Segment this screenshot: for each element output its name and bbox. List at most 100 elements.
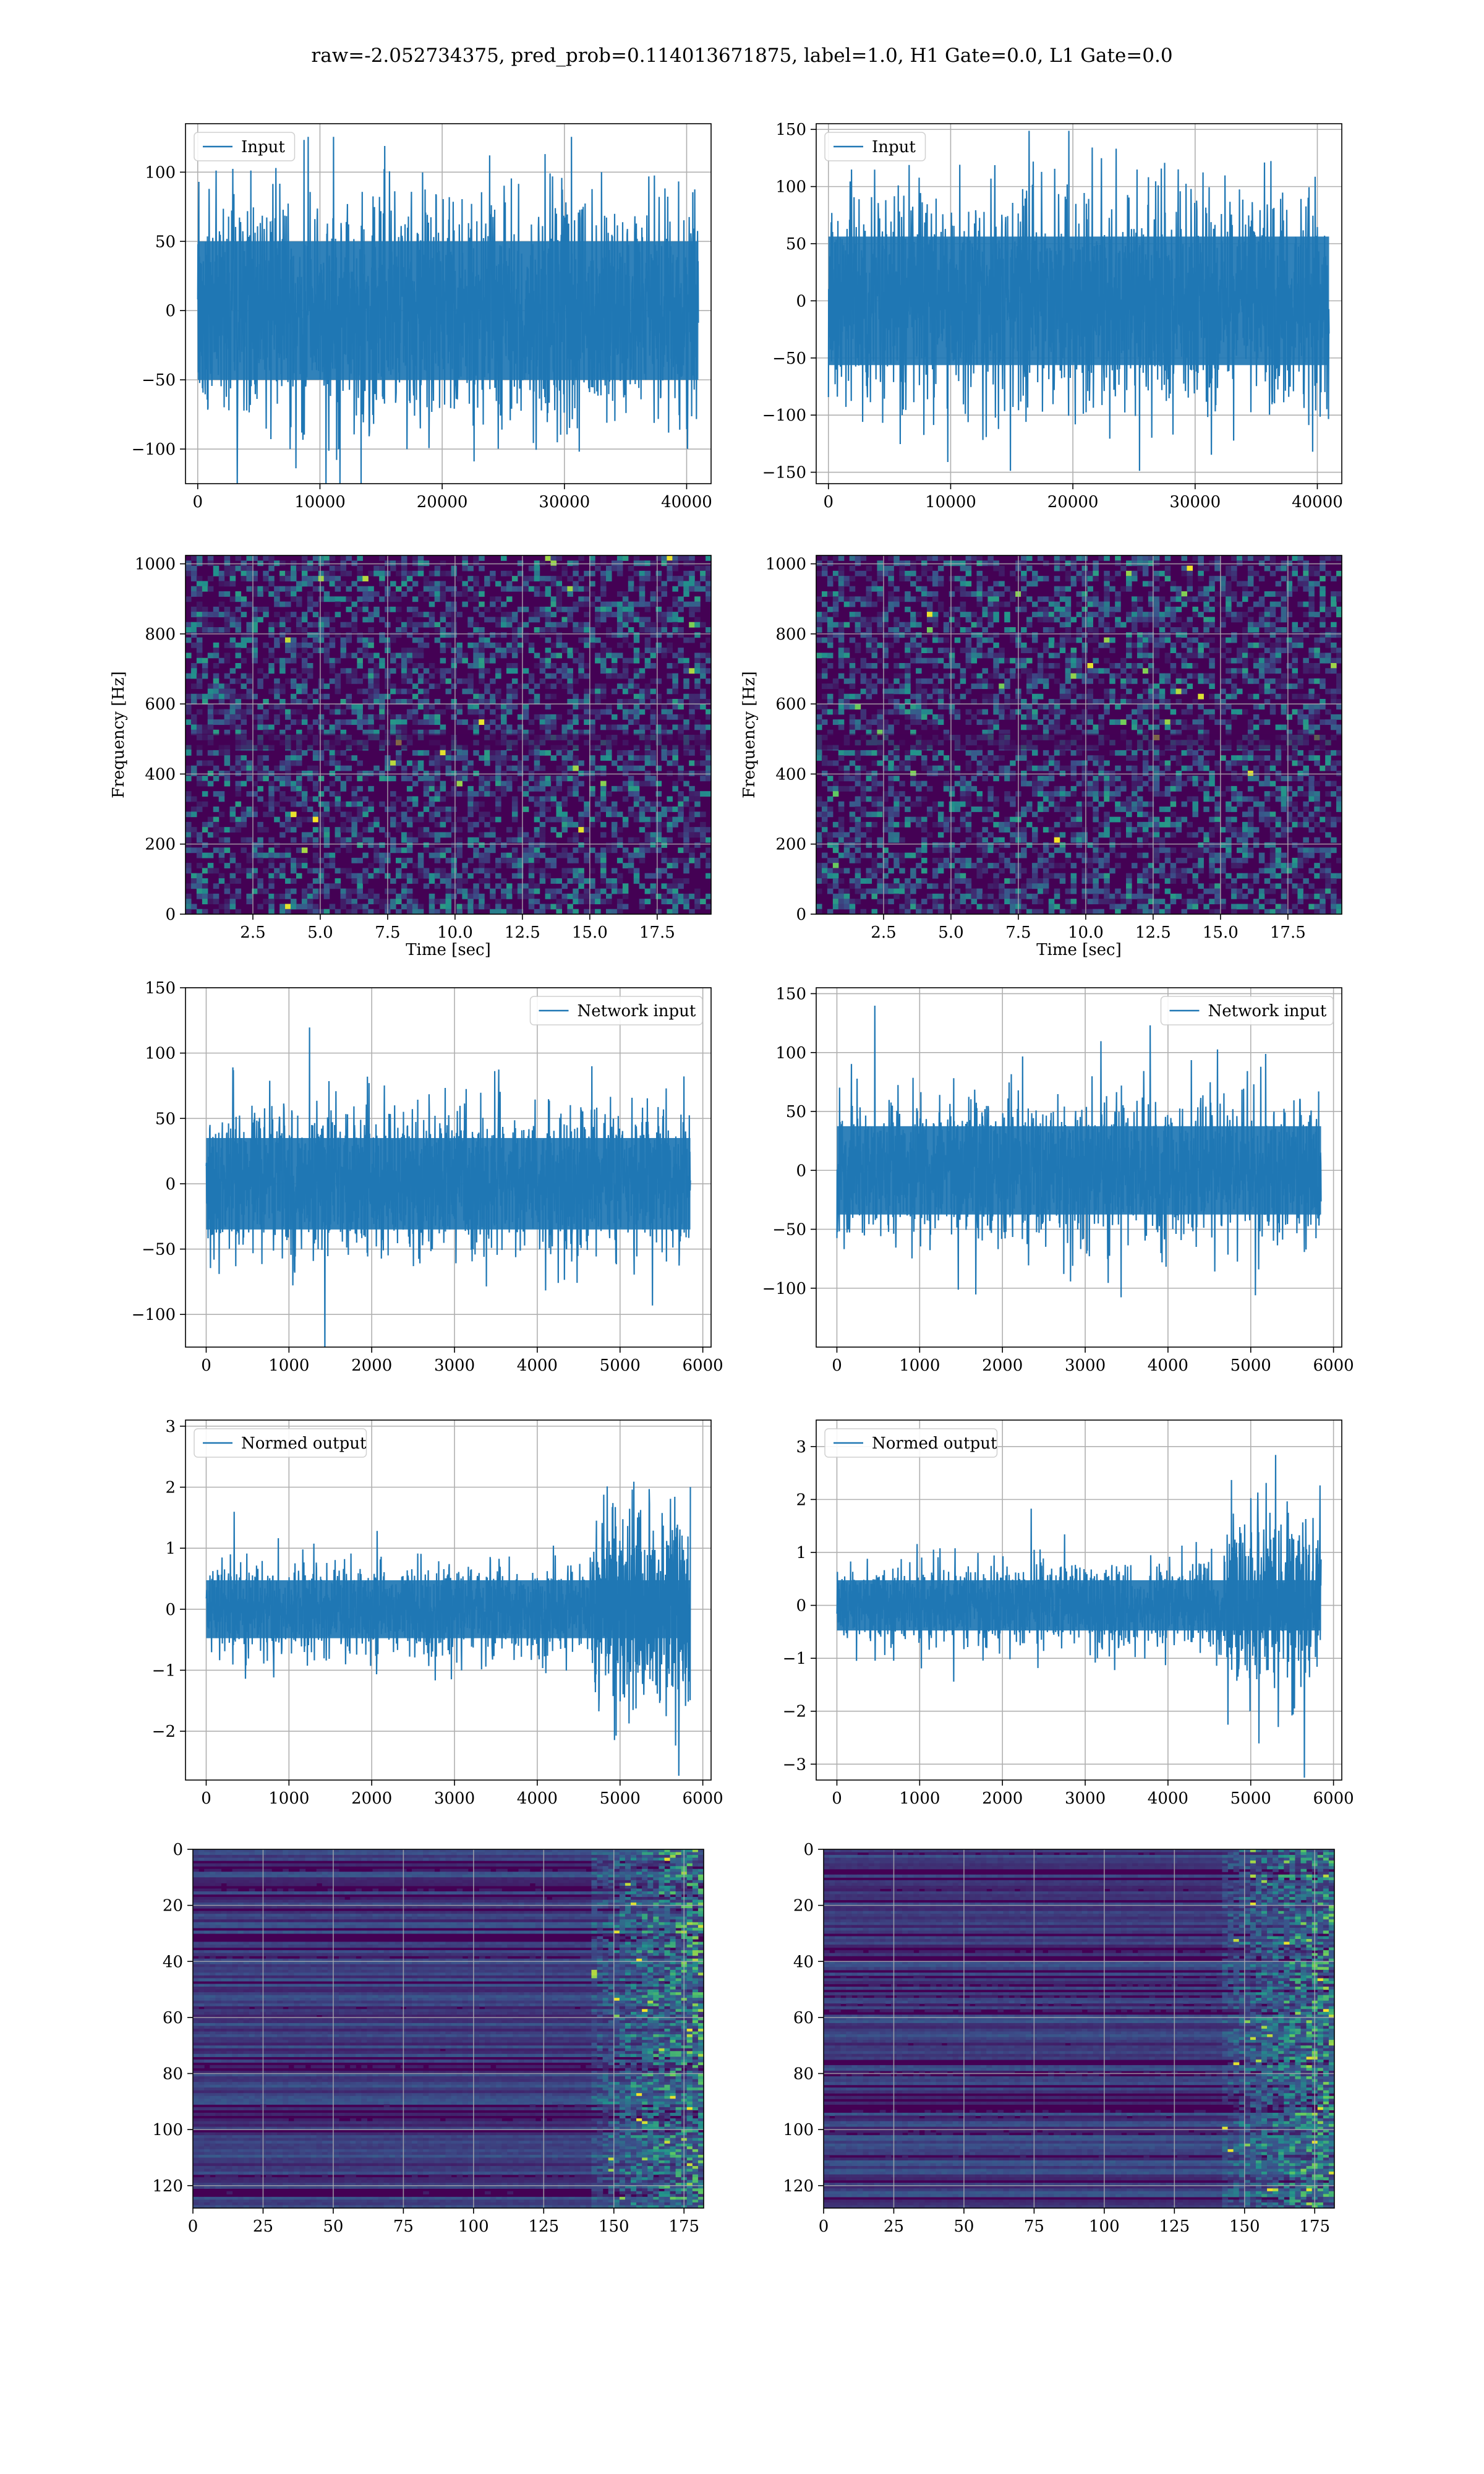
- x-tick-label: 0: [201, 1789, 211, 1808]
- axes-r1c2: 0 10000 20000 30000 40000 −150 −100 −50 0 50 100 15…: [762, 121, 1343, 511]
- y-axis-label: Frequency [Hz]: [109, 671, 128, 798]
- axes-frame: [816, 555, 1342, 915]
- axes-frame: [185, 555, 712, 915]
- y-tick-label: 400: [775, 765, 806, 784]
- legend: Input: [824, 132, 926, 161]
- x-tick-label: 125: [1159, 2217, 1190, 2236]
- y-tick-label: 1000: [135, 555, 176, 574]
- x-tick-label: 100: [458, 2217, 489, 2236]
- y-tick-label: 200: [775, 836, 806, 854]
- y-tick-label: 0: [796, 292, 806, 310]
- x-tick-label: 30000: [1169, 493, 1221, 511]
- legend-box: [824, 1428, 998, 1458]
- y-tick-label: −2: [783, 1703, 806, 1721]
- axes-container: 0 10000 20000 30000 40000−100−50050100Input0…: [109, 121, 1354, 2236]
- series-core-band: [837, 1580, 1321, 1631]
- y-tick-label: 1000: [765, 555, 806, 574]
- y-tick-label: 800: [775, 625, 806, 644]
- axes-r2c1: 2.5 5.0 7.5 10.0 12.5 15.0 17.5 0 200 400 600 800 10…: [109, 555, 712, 959]
- x-tick-label: 10.0: [1068, 923, 1104, 942]
- axes-frame: [823, 1849, 1335, 2209]
- y-tick-label: 0: [796, 905, 806, 924]
- x-tick-label: 10000: [294, 493, 346, 511]
- y-tick-label: 100: [783, 2121, 814, 2139]
- y-tick-label: 0: [165, 302, 176, 320]
- axes-r4c1: 0 1000 2000 3000 4000 5000 6000 −2 −1 0 1 2 3 Normed …: [152, 1418, 723, 1808]
- x-tick-label: 5000: [1230, 1356, 1271, 1375]
- axes-r1c1: 0 10000 20000 30000 40000 −100 −50 0 50 100 Input: [132, 123, 712, 511]
- x-tick-label: 0: [823, 493, 834, 511]
- x-tick-label: 6000: [683, 1356, 723, 1375]
- y-tick-label: 0: [803, 1841, 814, 1859]
- axes-frame: [185, 123, 712, 484]
- y-tick-label: 50: [155, 1110, 176, 1128]
- x-tick-label: 6000: [683, 1789, 723, 1808]
- x-tick-label: 75: [1024, 2217, 1044, 2236]
- axes-frame: [816, 987, 1342, 1348]
- y-tick-label: 0: [796, 1162, 806, 1180]
- x-tick-label: 50: [953, 2217, 974, 2236]
- y-tick-label: 50: [155, 233, 176, 251]
- y-tick-label: 2: [796, 1491, 806, 1509]
- legend-label: Normed output: [241, 1434, 367, 1453]
- x-tick-label: 4000: [1148, 1356, 1188, 1375]
- legend-label: Normed output: [872, 1434, 997, 1453]
- gridlines: [816, 555, 1342, 915]
- x-tick-label: 175: [1299, 2217, 1330, 2236]
- x-tick-label: 10000: [925, 493, 976, 511]
- x-tick-label: 12.5: [1135, 923, 1171, 942]
- x-tick-label: 5.0: [938, 923, 963, 942]
- y-tick-label: −3: [783, 1755, 806, 1774]
- legend-label: Input: [241, 138, 285, 156]
- x-tick-label: 15.0: [1203, 923, 1239, 942]
- x-axis-label: Time [sec]: [1036, 941, 1122, 959]
- y-tick-label: 20: [163, 1897, 183, 1915]
- heatmap-cells: [824, 1849, 1334, 2208]
- x-tick-label: 10.0: [437, 923, 473, 942]
- y-tick-label: 0: [165, 1175, 176, 1194]
- y-tick-label: 0: [165, 905, 176, 924]
- x-tick-label: 30000: [539, 493, 590, 511]
- legend-box: [529, 996, 703, 1025]
- y-tick-label: 0: [796, 1597, 806, 1616]
- axes-frame: [816, 123, 1342, 484]
- y-tick-label: −2: [152, 1723, 176, 1741]
- x-tick-label: 25: [253, 2217, 273, 2236]
- axes-frame: [816, 1419, 1342, 1781]
- axes-frame: [185, 987, 712, 1348]
- legend-label: Network input: [1208, 1002, 1327, 1021]
- y-tick-label: −50: [142, 371, 176, 390]
- axes-frame: [185, 1419, 712, 1781]
- x-tick-label: 7.5: [1005, 923, 1031, 942]
- y-tick-label: 100: [775, 178, 806, 197]
- x-tick-label: 150: [599, 2217, 629, 2236]
- x-tick-label: 0: [192, 493, 203, 511]
- x-tick-label: 175: [668, 2217, 699, 2236]
- y-tick-label: 0: [173, 1841, 183, 1859]
- x-tick-label: 15.0: [572, 923, 608, 942]
- legend-label: Network input: [578, 1002, 696, 1021]
- series-core-band: [837, 1126, 1321, 1215]
- x-tick-label: 1000: [268, 1356, 309, 1375]
- x-tick-label: 2000: [982, 1356, 1023, 1375]
- y-tick-label: −50: [772, 1221, 806, 1239]
- x-tick-label: 3000: [434, 1356, 475, 1375]
- legend-box: [824, 132, 926, 161]
- series-core-band: [197, 241, 699, 380]
- x-tick-label: 2.5: [871, 923, 896, 942]
- legend-box: [194, 132, 296, 161]
- x-tick-label: 125: [528, 2217, 559, 2236]
- x-tick-label: 20000: [1047, 493, 1099, 511]
- y-tick-label: 800: [145, 625, 176, 644]
- x-tick-label: 2.5: [240, 923, 265, 942]
- heatmap-cells: [816, 555, 1342, 914]
- axes-r4c2: 0 1000 2000 3000 4000 5000 6000 −3 −2 −1 0 1 2 3 Norme…: [783, 1419, 1354, 1808]
- x-tick-label: 0: [819, 2217, 829, 2236]
- y-tick-label: −1: [783, 1650, 806, 1668]
- x-tick-label: 3000: [1065, 1356, 1106, 1375]
- heatmap-cells: [186, 555, 711, 914]
- y-tick-label: 200: [145, 836, 176, 854]
- axes-r5c2: 0 25 50 75 100 125 150 175 0 20 40 60 80 100 120: [783, 1841, 1335, 2236]
- x-tick-label: 5000: [1230, 1789, 1271, 1808]
